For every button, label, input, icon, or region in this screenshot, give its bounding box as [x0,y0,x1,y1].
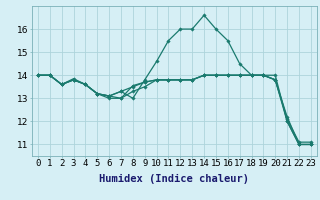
X-axis label: Humidex (Indice chaleur): Humidex (Indice chaleur) [100,174,249,184]
